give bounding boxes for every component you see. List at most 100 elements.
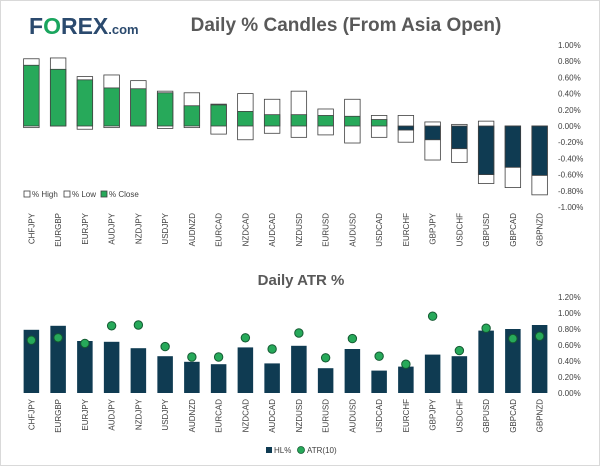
- hl-bar: [184, 361, 200, 393]
- close-bar: [424, 125, 441, 141]
- x-category-label: GBPUSD: [482, 399, 491, 433]
- y-tick-label: -0.40%: [558, 154, 583, 163]
- y-tick-label: 0.00%: [558, 389, 581, 398]
- close-bar: [210, 104, 227, 127]
- range-box: [290, 90, 308, 138]
- atr-marker: [240, 333, 251, 343]
- logo-o: O: [43, 13, 61, 39]
- svg-text:FOREX.com: FOREX.com: [29, 13, 139, 39]
- hl-bar: [531, 325, 548, 393]
- hl-bar: [317, 368, 334, 393]
- hl-bar: [50, 325, 66, 393]
- x-category-label: NZDUSD: [295, 399, 304, 433]
- hl-bar: [344, 349, 361, 393]
- close-bar: [23, 64, 40, 127]
- close-bar: [183, 105, 201, 127]
- hl-bar: [291, 345, 307, 393]
- y-tick-label: 0.00%: [558, 122, 581, 131]
- atr-marker: [374, 351, 384, 361]
- chart1-legend: % High % Low % Close: [23, 190, 139, 199]
- close-bar: [477, 125, 495, 175]
- legend-close-swatch: [100, 190, 108, 198]
- hl-bar: [157, 356, 173, 393]
- y-tick-label: -0.80%: [558, 187, 583, 196]
- close-bar: [130, 88, 147, 127]
- x-category-label: AUDUSD: [348, 213, 357, 247]
- x-category-label: NZDJPY: [134, 398, 143, 430]
- range-box: [370, 115, 388, 138]
- y-tick-label: 0.20%: [558, 106, 581, 115]
- y-tick-label: 0.60%: [558, 73, 581, 82]
- x-category-label: GBPJPY: [429, 212, 438, 244]
- hl-bar: [264, 363, 280, 393]
- hl-bar: [237, 347, 254, 393]
- y-tick-label: -0.20%: [558, 138, 583, 147]
- x-category-label: AUDCAD: [268, 213, 277, 247]
- hl-bar: [424, 354, 441, 393]
- atr-marker: [534, 331, 545, 341]
- atr-plot: 1.20% 1.00% 0.80% 0.60% 0.40% 0.20% 0.00% CHFJP…: [23, 293, 581, 433]
- x-category-label: AUDJPY: [108, 212, 117, 244]
- close-bar: [317, 115, 334, 127]
- atr-marker: [53, 333, 63, 343]
- atr-marker: [401, 359, 411, 369]
- atr-marker: [267, 344, 277, 354]
- y-tick-label: 1.00%: [558, 41, 581, 50]
- y-tick-label: 0.60%: [558, 341, 581, 350]
- x-category-label: NZDJPY: [134, 212, 143, 244]
- close-bar: [103, 87, 120, 127]
- atr-marker: [320, 353, 331, 363]
- y-tick-label: 0.40%: [558, 90, 581, 99]
- x-category-label: USDJPY: [161, 398, 170, 430]
- x-category-label: USDCAD: [375, 213, 384, 247]
- legend-low-swatch: [63, 190, 71, 198]
- x-category-label: USDJPY: [161, 212, 170, 244]
- hl-bar: [130, 348, 147, 393]
- logo-rex: REX: [61, 13, 109, 39]
- x-category-label: EURCHF: [402, 399, 411, 432]
- forex-logo: FOREX.com: [29, 13, 139, 39]
- y-tick-label: -0.60%: [558, 171, 583, 180]
- x-category-label: GBPCAD: [509, 213, 518, 247]
- x-category-label: USDCAD: [375, 399, 384, 433]
- candles-plot: 1.00% 0.80% 0.60% 0.40% 0.20% 0.00% -0.20% -0.4…: [23, 41, 583, 247]
- close-bar: [290, 114, 308, 127]
- x-category-label: NZDUSD: [295, 213, 304, 247]
- legend-atr-swatch: [297, 446, 305, 454]
- legend-high-swatch: [23, 190, 31, 198]
- x-category-label: EURJPY: [81, 398, 90, 430]
- chart2-title: Daily ATR %: [258, 272, 345, 289]
- y-tick-label: 1.00%: [558, 309, 581, 318]
- logo-suffix: .com: [108, 22, 138, 37]
- atr-marker: [187, 352, 197, 362]
- x-category-label: NZDCAD: [241, 399, 250, 433]
- x-category-label: GBPNZD: [536, 213, 545, 247]
- x-category-label: EURCAD: [215, 399, 224, 433]
- atr-marker: [80, 338, 90, 349]
- hl-bar: [103, 341, 120, 393]
- y-tick-label: 1.20%: [558, 293, 581, 302]
- close-bar: [370, 119, 388, 127]
- legend-low-label: % Low: [72, 190, 96, 199]
- x-category-label: USDCHF: [455, 213, 464, 246]
- atr-marker: [347, 333, 358, 344]
- x-category-label: EURCAD: [215, 213, 224, 247]
- x-category-label: EURGBP: [54, 399, 63, 433]
- hl-bar: [23, 329, 40, 393]
- close-bar: [156, 92, 174, 127]
- close-bar: [263, 114, 281, 127]
- y-tick-label: 0.80%: [558, 57, 581, 66]
- x-category-label: GBPCAD: [509, 399, 518, 433]
- hl-bar: [398, 366, 414, 393]
- atr-marker: [454, 345, 465, 356]
- y-tick-label: -1.00%: [558, 203, 583, 212]
- x-category-label: AUDNZD: [188, 399, 197, 433]
- x-category-label: AUDNZD: [188, 213, 197, 247]
- chart1-title: Daily % Candles (From Asia Open): [191, 15, 502, 36]
- atr-marker: [427, 311, 438, 321]
- x-category-label: EURCHF: [402, 213, 411, 246]
- x-category-label: CHFJPY: [27, 398, 36, 430]
- x-category-label: NZDCAD: [241, 213, 250, 247]
